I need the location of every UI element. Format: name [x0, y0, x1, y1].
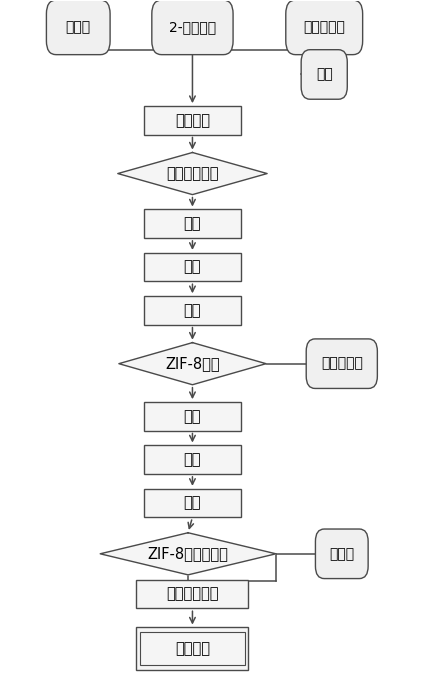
Text: 硝酸锌: 硝酸锌 — [66, 21, 91, 34]
Text: 浸渍: 浸渍 — [184, 409, 201, 424]
Text: ZIF-8加氢催化剂: ZIF-8加氢催化剂 — [148, 547, 229, 562]
FancyBboxPatch shape — [144, 209, 241, 238]
Text: 离心: 离心 — [184, 216, 201, 231]
Text: 干燥: 干燥 — [184, 452, 201, 467]
Text: 干燥: 干燥 — [184, 303, 201, 318]
FancyBboxPatch shape — [144, 106, 241, 135]
Polygon shape — [119, 343, 266, 384]
FancyBboxPatch shape — [144, 445, 241, 474]
Text: 焙烧: 焙烧 — [184, 495, 201, 510]
FancyBboxPatch shape — [316, 529, 368, 579]
Polygon shape — [118, 153, 267, 195]
FancyBboxPatch shape — [144, 402, 241, 430]
FancyBboxPatch shape — [46, 0, 110, 55]
Text: 生物柴油: 生物柴油 — [175, 641, 210, 656]
FancyBboxPatch shape — [301, 50, 347, 99]
Text: 固定床反应器: 固定床反应器 — [166, 587, 219, 601]
FancyBboxPatch shape — [144, 296, 241, 325]
Text: 甲醇: 甲醇 — [316, 68, 332, 81]
Text: 洗涤: 洗涤 — [184, 259, 201, 274]
Text: 白色浑浊溶液: 白色浑浊溶液 — [166, 166, 219, 181]
Text: ZIF-8载体: ZIF-8载体 — [165, 356, 220, 371]
Text: 2-甲基咪唑: 2-甲基咪唑 — [169, 21, 216, 34]
FancyBboxPatch shape — [137, 627, 248, 670]
FancyBboxPatch shape — [144, 253, 241, 281]
FancyBboxPatch shape — [137, 580, 248, 608]
Text: 搅拌反应: 搅拌反应 — [175, 113, 210, 128]
FancyBboxPatch shape — [286, 0, 362, 55]
Polygon shape — [100, 533, 276, 575]
Text: 表面活性剂: 表面活性剂 — [303, 21, 345, 34]
Text: 植物油: 植物油 — [329, 547, 354, 561]
FancyBboxPatch shape — [306, 339, 377, 389]
FancyBboxPatch shape — [152, 0, 233, 55]
FancyBboxPatch shape — [144, 489, 241, 517]
Text: 过渡金属盐: 过渡金属盐 — [321, 356, 363, 371]
